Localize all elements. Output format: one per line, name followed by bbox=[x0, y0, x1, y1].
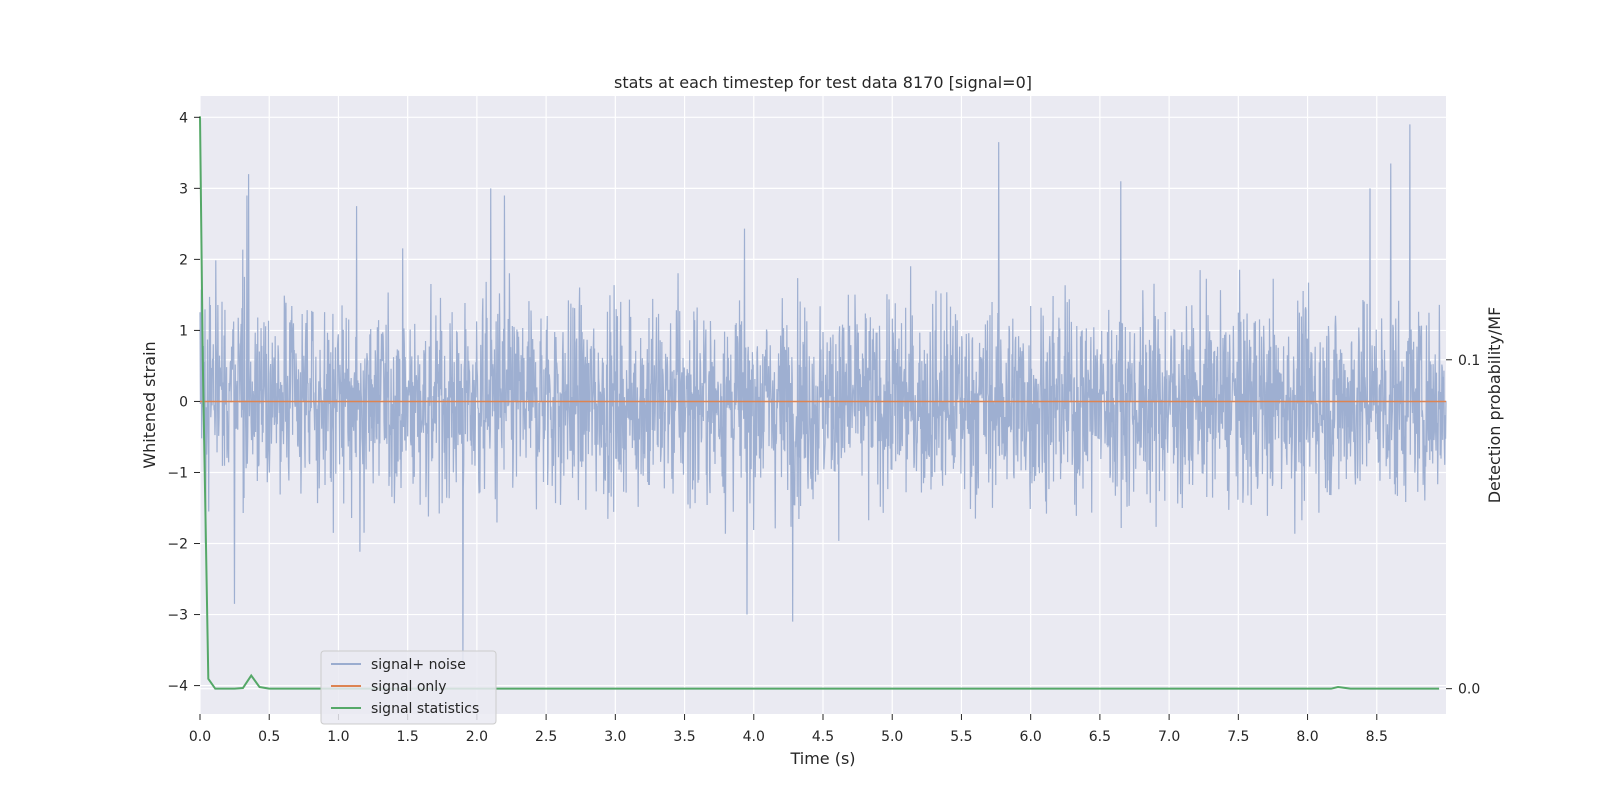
y2-axis-label: Detection probability/MF bbox=[1485, 307, 1504, 504]
x-tick-label-12: 6.0 bbox=[1020, 729, 1042, 745]
x-tick-label-11: 5.5 bbox=[950, 729, 972, 745]
y-tick-label-0: 4 bbox=[179, 110, 188, 126]
y-tick-label-2: 2 bbox=[179, 252, 188, 268]
x-tick-label-16: 8.0 bbox=[1296, 729, 1318, 745]
x-axis-label: Time (s) bbox=[789, 749, 855, 768]
y-axis-label: Whitened strain bbox=[140, 341, 159, 468]
y-axis: 4 3 2 1 0 −1 −2 −3 −4 bbox=[167, 110, 200, 695]
x-tick-label-1: 0.5 bbox=[258, 729, 280, 745]
x-axis: 0.0 0.5 1.0 1.5 2.0 2.5 3.0 3.5 4.0 4.5 5.0 5.5 6.0 6… bbox=[189, 714, 1388, 745]
legend-box bbox=[320, 650, 497, 725]
x-tick-label-4: 2.0 bbox=[466, 729, 488, 745]
y-tick-label-3: 1 bbox=[179, 323, 188, 339]
y2-tick-label-1: 0.0 bbox=[1458, 682, 1480, 698]
series-signal-noise-line bbox=[199, 124, 1447, 665]
legend-label-signal-statistics: signal statistics bbox=[371, 701, 479, 717]
x-tick-label-17: 8.5 bbox=[1366, 729, 1388, 745]
x-tick-label-2: 1.0 bbox=[327, 729, 349, 745]
x-tick-label-0: 0.0 bbox=[189, 729, 211, 745]
y-tick-label-5: −1 bbox=[167, 465, 188, 481]
x-tick-label-14: 7.0 bbox=[1158, 729, 1180, 745]
x-tick-label-3: 1.5 bbox=[397, 729, 419, 745]
y-tick-label-7: −3 bbox=[167, 608, 188, 624]
legend-label-signal-noise: signal+ noise bbox=[371, 657, 466, 673]
y-tick-label-1: 3 bbox=[179, 181, 188, 197]
x-tick-label-10: 5.0 bbox=[881, 729, 903, 745]
y-tick-label-4: 0 bbox=[179, 394, 188, 410]
x-tick-label-9: 4.5 bbox=[812, 729, 834, 745]
x-tick-label-15: 7.5 bbox=[1227, 729, 1249, 745]
y-tick-label-8: −4 bbox=[167, 679, 188, 695]
legend: signal+ noise signal only signal statist… bbox=[320, 650, 497, 725]
x-tick-label-13: 6.5 bbox=[1089, 729, 1111, 745]
x-tick-label-5: 2.5 bbox=[535, 729, 557, 745]
y2-tick-label-0: 0.1 bbox=[1458, 353, 1480, 369]
series-signal-statistics-line bbox=[199, 116, 1440, 690]
y2-axis: 0.1 0.0 bbox=[1446, 353, 1480, 698]
y-tick-label-6: −2 bbox=[167, 537, 188, 553]
x-tick-label-6: 3.0 bbox=[604, 729, 626, 745]
x-tick-label-8: 4.0 bbox=[743, 729, 765, 745]
legend-label-signal-only: signal only bbox=[371, 679, 446, 695]
series-layer bbox=[199, 116, 1447, 690]
chart-title: stats at each timestep for test data 817… bbox=[614, 73, 1032, 92]
x-tick-label-7: 3.5 bbox=[673, 729, 695, 745]
